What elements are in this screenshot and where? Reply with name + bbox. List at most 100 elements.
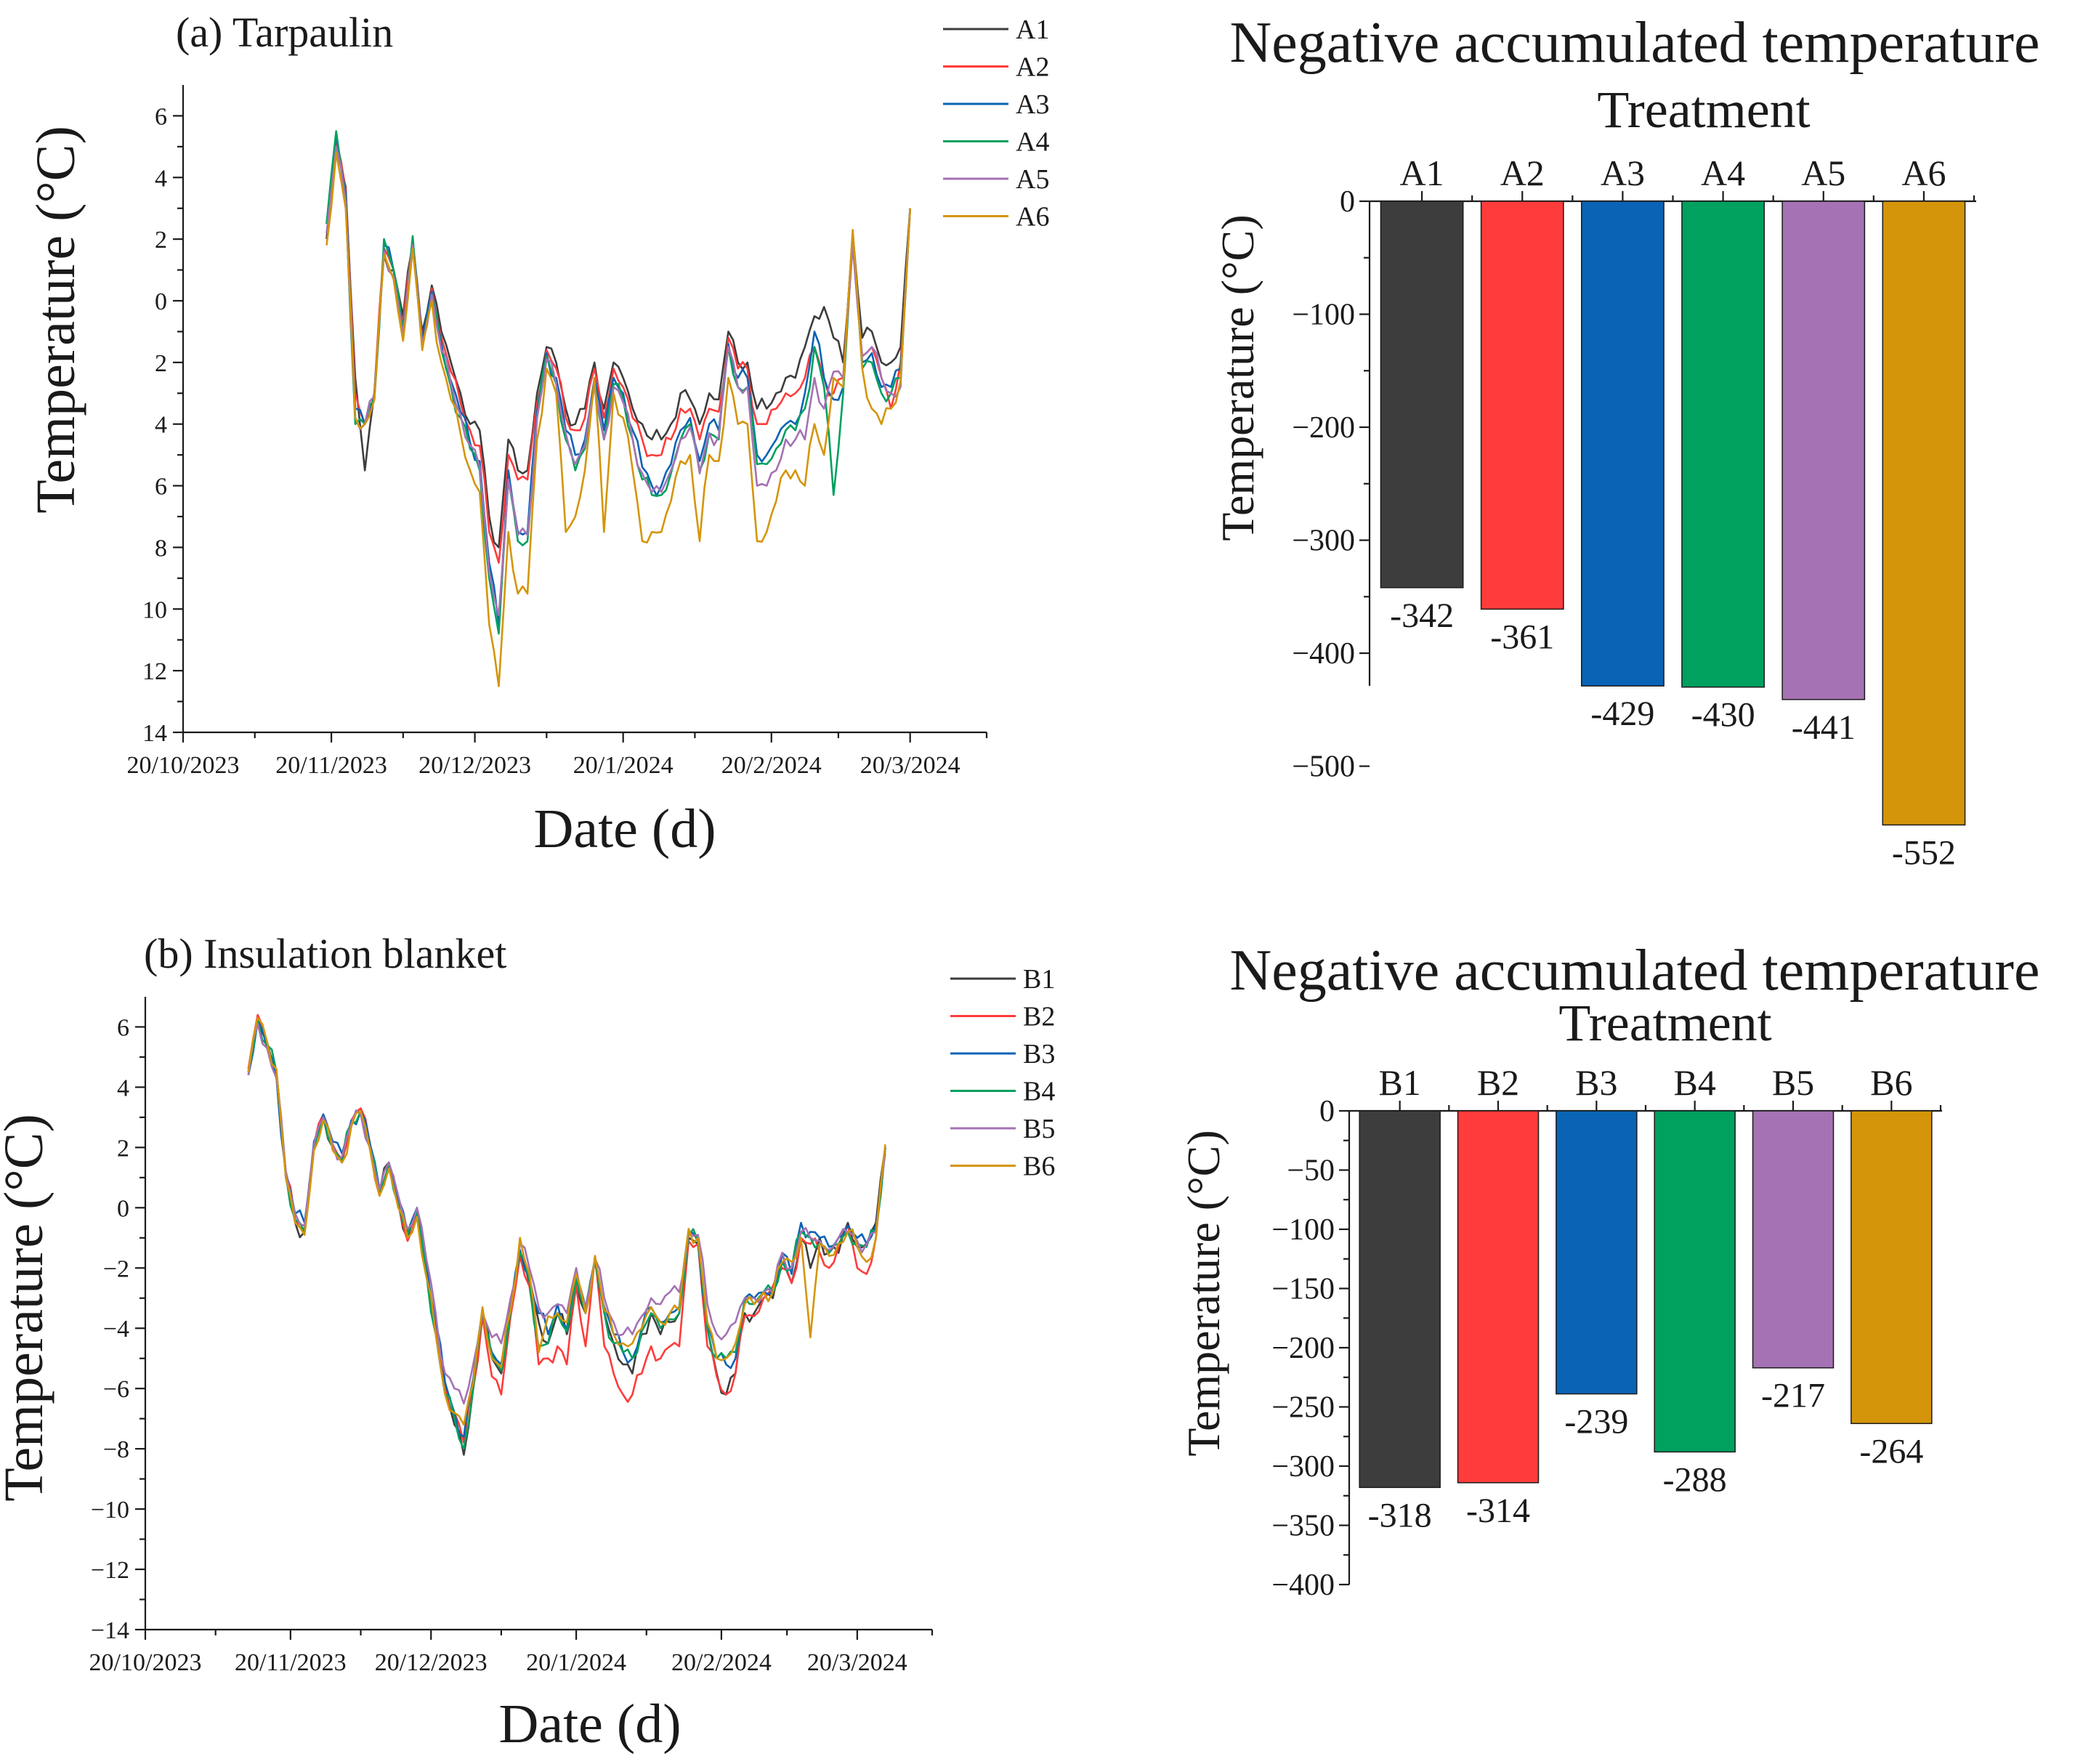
x-tick-label: 20/1/2024: [526, 1649, 626, 1676]
x-tick-label: 20/12/2023: [375, 1649, 488, 1676]
bar-value-label-b1: -318: [1368, 1496, 1432, 1534]
line-a-series-group: [325, 130, 911, 687]
bar-b-title: Negative accumulated temperature: [1230, 939, 2040, 1003]
series-line-a4: [325, 130, 911, 635]
bar-category-label-b1: B1: [1378, 1062, 1420, 1103]
bar-a4: [1681, 201, 1765, 688]
bar-y-tick-label: −100: [1271, 1213, 1335, 1247]
legend-label-a5: A5: [1016, 164, 1049, 195]
y-tick-label: −8: [103, 1436, 129, 1463]
bar-category-label-b3: B3: [1575, 1062, 1617, 1103]
y-tick-label: 2: [117, 1135, 129, 1162]
bar-category-label-b2: B2: [1477, 1062, 1519, 1103]
series-line-b5: [247, 1023, 886, 1405]
bar-b3: [1556, 1110, 1638, 1395]
x-tick-label: 20/2/2024: [721, 752, 822, 779]
y-tick-label: −6: [103, 1376, 129, 1403]
legend-label-b4: B4: [1023, 1077, 1055, 1107]
bar-b-ylabel: Temperature (°C): [1178, 1130, 1229, 1456]
bar-value-label-b5: -217: [1761, 1377, 1825, 1415]
bar-category-label-a2: A2: [1500, 153, 1545, 193]
bar-a-bars: A1 -342 A2 -361 A3 -429 A4 -430 A5 -441 A6 -552: [1380, 153, 1966, 872]
bar-value-label-a3: -429: [1590, 695, 1654, 733]
bar-a6: [1882, 201, 1966, 826]
bar-value-label-a1: -342: [1390, 596, 1454, 635]
bar-y-tick-label: −100: [1292, 299, 1355, 332]
line-chart-b: (b) Insulation blanket 6 4 2 0 −2 −4 −6 −8 −10 −1…: [0, 930, 1055, 1755]
legend-label-a6: A6: [1016, 202, 1049, 232]
x-tick-label: 20/10/2023: [89, 1649, 202, 1676]
legend-label-b3: B3: [1023, 1039, 1055, 1069]
bar-y-tick-label: −500: [1292, 750, 1355, 784]
bar-y-tick-label: −400: [1292, 637, 1355, 671]
bar-category-label-a5: A5: [1801, 153, 1845, 193]
bar-chart-b: Negative accumulated temperature Treatme…: [1178, 939, 2039, 1602]
legend-label-a2: A2: [1016, 52, 1049, 83]
legend-label-a3: A3: [1016, 89, 1049, 120]
legend-label-b2: B2: [1023, 1002, 1055, 1032]
series-line-b2: [247, 1014, 886, 1444]
bar-category-label-a6: A6: [1901, 153, 1946, 193]
line-b-ylabel: Temperature (°C): [0, 1114, 54, 1502]
series-line-b1: [247, 1016, 886, 1456]
y-tick-label: 6: [155, 103, 167, 130]
x-tick-label: 20/1/2024: [573, 752, 674, 779]
bar-category-label-b5: B5: [1772, 1062, 1814, 1103]
y-tick-label: −10: [91, 1497, 129, 1524]
line-a-legend: A1 A2 A3 A4 A5 A6: [943, 15, 1049, 232]
bar-b-bars: B1 -318 B2 -314 B3 -239 B4 -288 B5 -217 B6 -264: [1359, 1062, 1933, 1534]
bar-value-label-a2: -361: [1490, 618, 1554, 656]
y-tick-label: 0: [117, 1195, 129, 1222]
y-tick-label: 0: [155, 288, 167, 315]
bar-b2: [1457, 1110, 1540, 1484]
line-a-xlabel: Date (d): [533, 798, 716, 859]
bar-b-axes: 0 −50 −100 −150 −200 −250 −300 −350 −400: [1271, 1095, 1942, 1602]
bar-value-label-a4: -430: [1691, 696, 1755, 735]
series-line-b6: [247, 1016, 886, 1426]
bar-value-label-b4: -288: [1663, 1460, 1727, 1499]
line-a-x-ticks: 20/10/2023 20/11/2023 20/12/2023 20/1/2024 2…: [127, 732, 988, 779]
series-line-b3: [247, 1019, 886, 1438]
bar-value-label-b2: -314: [1466, 1492, 1530, 1530]
bar-y-tick-label: −350: [1271, 1510, 1335, 1543]
legend-label-a4: A4: [1016, 127, 1049, 158]
bar-a-axes: 0 −100 −200 −300 −400 −500: [1292, 185, 1976, 784]
bar-y-tick-label: −200: [1292, 411, 1355, 445]
y-tick-label: 6: [155, 474, 167, 501]
line-b-title: (b) Insulation blanket: [144, 930, 506, 977]
y-tick-label: −4: [103, 1316, 129, 1343]
bar-a2: [1480, 201, 1564, 610]
y-tick-label: 10: [142, 596, 167, 623]
bar-category-label-b4: B4: [1673, 1062, 1715, 1103]
bar-value-label-a5: -441: [1792, 708, 1856, 747]
line-b-series-group: [247, 1014, 886, 1456]
bar-b4: [1654, 1110, 1736, 1453]
bar-y-tick-label: −150: [1271, 1273, 1335, 1306]
bar-y-tick-label: −300: [1292, 525, 1355, 558]
x-tick-label: 20/10/2023: [127, 752, 240, 779]
series-line-a6: [325, 152, 911, 687]
y-tick-label: 4: [117, 1075, 129, 1101]
bar-a5: [1781, 201, 1866, 700]
bar-a1: [1380, 201, 1464, 588]
series-line-a1: [325, 145, 911, 549]
bar-chart-a: Negative accumulated temperature Treatme…: [1212, 11, 2039, 872]
line-b-legend: B1 B2 B3 B4 B5 B6: [950, 964, 1055, 1182]
bar-a3: [1581, 201, 1665, 687]
line-b-xlabel: Date (d): [498, 1694, 681, 1755]
x-tick-label: 20/12/2023: [418, 752, 531, 779]
line-b-x-ticks: 20/10/2023 20/11/2023 20/12/2023 20/1/2024 2…: [89, 1630, 934, 1676]
y-tick-label: −12: [91, 1557, 129, 1584]
y-tick-label: 4: [155, 165, 167, 192]
y-tick-label: −2: [103, 1255, 129, 1282]
bar-category-label-a1: A1: [1400, 153, 1444, 193]
bar-b-xlabel: Treatment: [1558, 994, 1771, 1052]
bar-category-label-a3: A3: [1601, 153, 1645, 193]
line-a-ylabel: Temperature (°C): [25, 126, 86, 514]
y-tick-label: 2: [155, 227, 167, 254]
x-tick-label: 20/3/2024: [807, 1649, 907, 1676]
bar-b6: [1851, 1110, 1933, 1425]
y-tick-label: 8: [155, 535, 167, 562]
